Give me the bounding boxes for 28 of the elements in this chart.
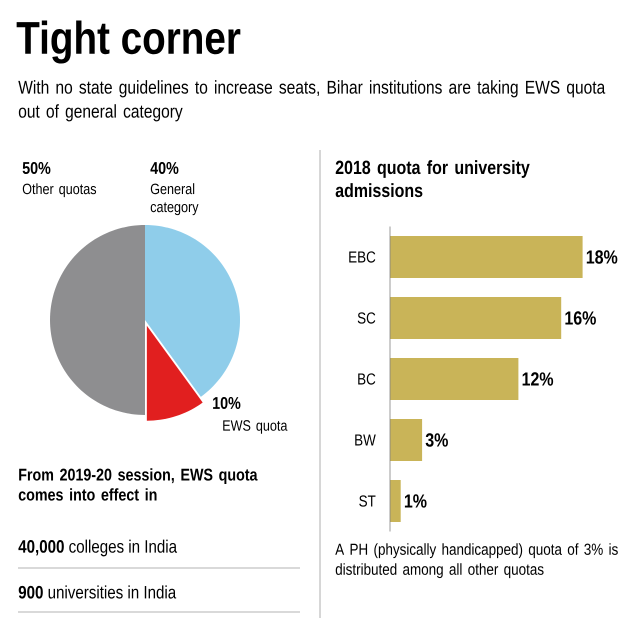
bar bbox=[390, 418, 422, 461]
y-tick-label: BC bbox=[358, 373, 376, 385]
bar bbox=[390, 296, 562, 339]
y-tick-label: EBC bbox=[349, 251, 376, 263]
y-tick-label: BW bbox=[355, 434, 376, 446]
bar bbox=[390, 480, 401, 522]
slice-label: Other quotas bbox=[22, 183, 96, 198]
data-label: 1% bbox=[404, 494, 427, 508]
text: 40,000 colleges in India bbox=[18, 540, 178, 556]
slice-label: General category bbox=[150, 183, 198, 216]
data-label: 18% bbox=[586, 250, 618, 264]
chart-title: Tight corner bbox=[16, 20, 240, 64]
data-label: 12% bbox=[522, 372, 554, 386]
data-label: 10% bbox=[213, 396, 240, 410]
bar bbox=[390, 358, 518, 400]
bar bbox=[390, 236, 583, 278]
slice-label: EWS quota bbox=[223, 420, 288, 434]
chart-title: 2018 quota for university admissions bbox=[336, 160, 530, 198]
text: From 2019-20 session, EWS quota comes into effect in bbox=[18, 468, 258, 501]
text: A PH (physically handicapped) quota of 3% is distributed among all other quotas bbox=[335, 543, 618, 578]
y-tick-label: SC bbox=[358, 312, 376, 324]
y-tick-label: ST bbox=[359, 495, 376, 507]
text: 900 universities in India bbox=[18, 585, 176, 599]
data-label: 3% bbox=[426, 433, 448, 447]
data-label: 50% bbox=[22, 162, 50, 174]
data-label: 16% bbox=[565, 311, 596, 325]
chart-subtitle: With no state guidelines to increase seats, Bihar institutions are taking EWS quota out of general category bbox=[18, 80, 606, 122]
data-label: 40% bbox=[150, 162, 178, 174]
